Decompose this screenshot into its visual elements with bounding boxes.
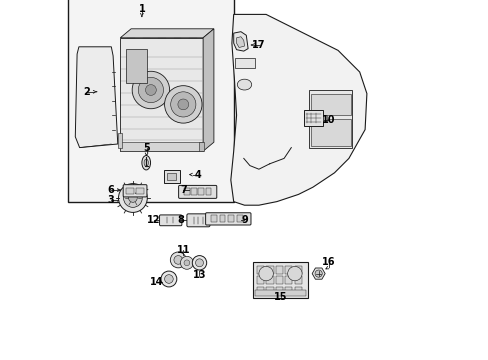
Circle shape [195,259,203,267]
Text: 1: 1 [138,4,145,14]
Polygon shape [75,47,118,148]
Ellipse shape [142,156,150,170]
Bar [266,266,273,274]
Bar [275,266,283,274]
Circle shape [123,189,142,207]
FancyBboxPatch shape [178,185,216,198]
FancyBboxPatch shape [205,213,250,225]
Circle shape [128,194,137,202]
Circle shape [138,77,163,103]
Bar [294,266,301,274]
Bar [285,266,292,274]
Bar [219,215,225,222]
Polygon shape [311,268,325,279]
Bar [266,287,273,294]
Bar [235,58,255,68]
Text: 6: 6 [107,185,114,195]
Text: 17: 17 [252,40,265,50]
Bar [183,188,189,195]
Bar [198,188,204,195]
Bar [255,290,305,296]
Bar [310,94,350,115]
Text: 14: 14 [149,276,163,287]
Bar [310,119,350,146]
Text: 11: 11 [176,245,190,255]
Circle shape [180,256,193,269]
Polygon shape [203,29,213,151]
Polygon shape [233,32,247,51]
Circle shape [161,271,177,287]
Bar [118,133,122,148]
Bar [120,142,203,151]
FancyBboxPatch shape [186,214,209,227]
Bar [294,276,301,284]
Text: 16: 16 [322,257,335,267]
Text: 15: 15 [273,292,286,302]
Text: 13: 13 [192,270,206,280]
Circle shape [192,256,206,270]
Circle shape [170,92,196,117]
Text: 5: 5 [143,143,150,153]
Text: 9: 9 [241,215,247,225]
Circle shape [170,252,186,268]
FancyBboxPatch shape [159,215,182,226]
Text: 4: 4 [194,170,201,180]
Circle shape [287,266,302,281]
Bar [275,287,283,294]
Bar [167,173,176,180]
Bar [228,215,234,222]
Bar [257,287,264,294]
Bar [322,115,326,121]
Bar [294,287,301,294]
FancyBboxPatch shape [123,185,146,197]
Text: 10: 10 [322,114,335,125]
Bar [191,188,197,195]
Bar [237,215,242,222]
Circle shape [174,256,182,264]
Bar [309,90,352,148]
Bar [275,276,283,284]
Bar [211,215,216,222]
Bar [257,266,264,274]
Circle shape [118,184,147,212]
Bar [125,49,147,83]
Bar [266,276,273,284]
Bar [199,142,204,151]
Text: 2: 2 [83,87,90,97]
Text: 8: 8 [177,215,183,225]
Circle shape [178,99,188,110]
Circle shape [258,266,273,281]
Polygon shape [120,38,203,151]
Bar [253,262,307,298]
Bar [136,188,144,194]
Bar [126,188,134,194]
Polygon shape [120,29,213,38]
Text: 3: 3 [107,195,114,205]
Circle shape [314,270,322,277]
Bar [285,287,292,294]
Bar [285,276,292,284]
FancyBboxPatch shape [304,110,322,126]
Text: 7: 7 [180,185,186,195]
Circle shape [145,85,156,95]
Bar [257,276,264,284]
Circle shape [183,260,189,266]
Bar [205,188,211,195]
Circle shape [132,71,169,109]
Text: 12: 12 [147,215,160,225]
Polygon shape [236,37,244,48]
Polygon shape [230,14,366,205]
Circle shape [164,86,202,123]
FancyBboxPatch shape [163,170,179,183]
Bar [68,0,233,202]
Circle shape [164,275,173,283]
Ellipse shape [237,79,251,90]
Ellipse shape [144,159,148,166]
